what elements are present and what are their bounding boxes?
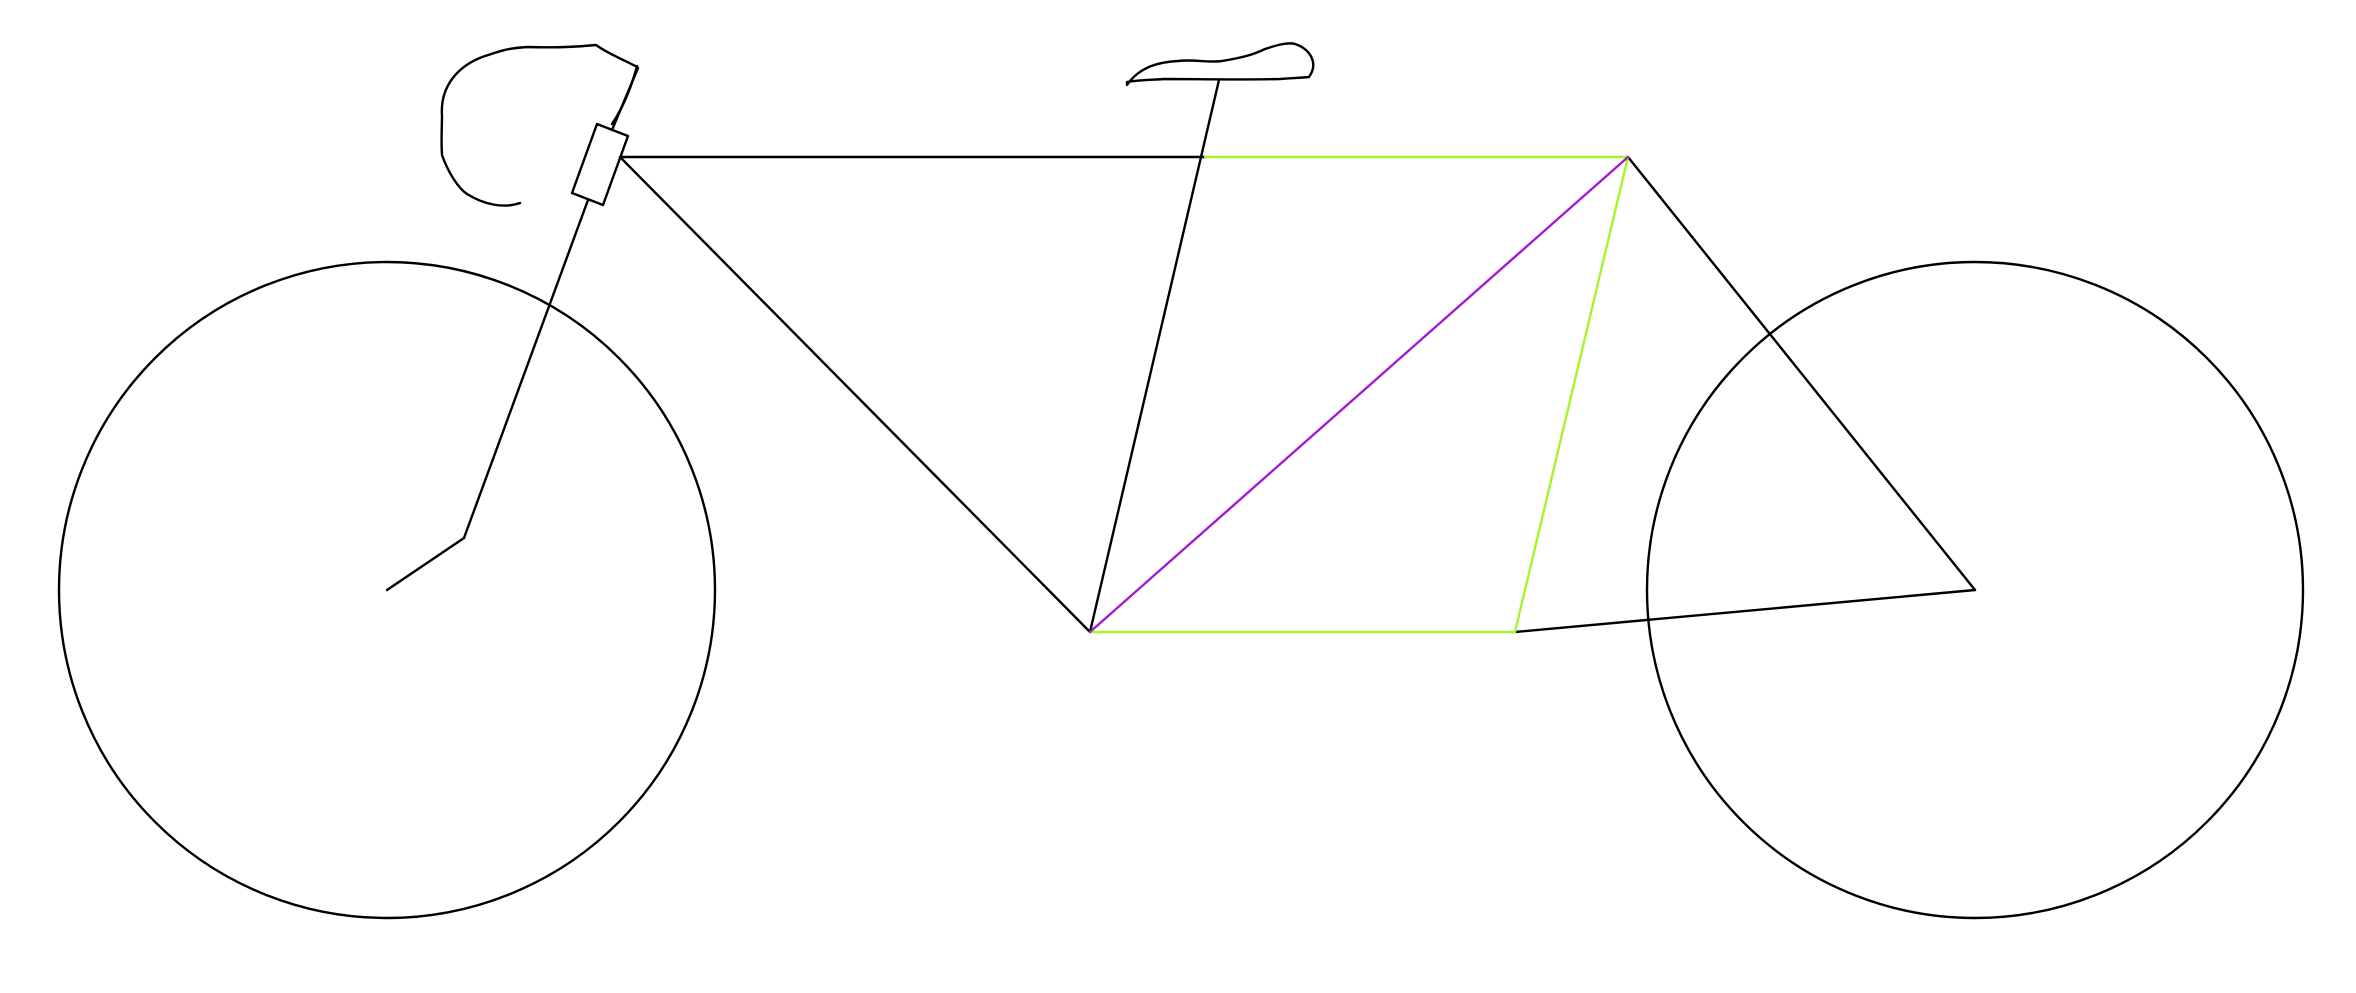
highlight-green-lines [1088, 155, 1630, 634]
saddle [1125, 42, 1315, 87]
green-diagonal-segment [1513, 155, 1630, 634]
chain-stay [1513, 588, 1977, 634]
frame [385, 66, 1977, 634]
handlebar [440, 43, 639, 207]
head-tube [570, 122, 630, 207]
front-wheel [57, 260, 717, 920]
wheels [57, 260, 2305, 920]
fork-tip [385, 536, 466, 592]
seat-stay [1626, 155, 1977, 592]
seat-tube [1088, 78, 1221, 634]
down-tube [618, 155, 1092, 634]
fork-blade [462, 198, 590, 540]
rear-wheel [1645, 260, 2305, 920]
purple-diagonal-segment [1088, 155, 1630, 634]
